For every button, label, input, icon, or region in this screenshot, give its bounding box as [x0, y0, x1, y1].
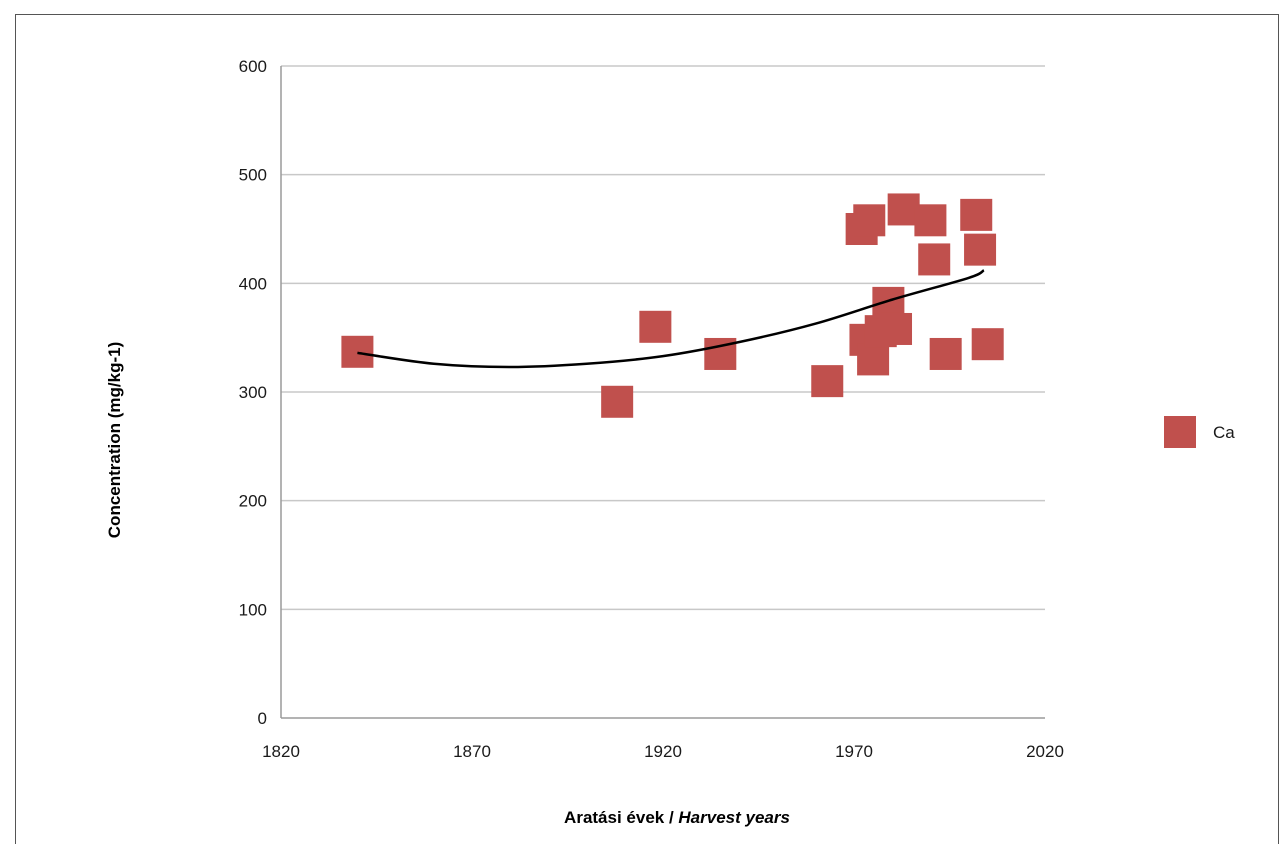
data-point-ca [960, 198, 993, 231]
data-point-ca [964, 233, 997, 266]
y-tick-label: 0 [258, 709, 267, 728]
data-point-ca [887, 193, 920, 226]
y-tick-label: 200 [239, 492, 267, 511]
data-point-ca [811, 365, 844, 398]
data-point-ca [880, 312, 913, 345]
trendline-group [357, 269, 985, 369]
y-tick-label: 300 [239, 383, 267, 402]
data-point-ca [341, 335, 374, 368]
data-points [341, 193, 1004, 418]
data-point-ca [914, 204, 947, 237]
grid-lines [281, 65, 1045, 611]
data-point-ca [853, 204, 886, 237]
x-tick-label: 1870 [453, 742, 491, 761]
y-tick-label: 600 [239, 57, 267, 76]
chart-frame [15, 14, 1279, 844]
y-tick-label: 100 [239, 600, 267, 619]
data-point-ca [971, 328, 1004, 361]
x-tick-label: 1970 [835, 742, 873, 761]
y-tick-label: 500 [239, 166, 267, 185]
data-point-ca [639, 310, 672, 343]
data-point-ca [929, 337, 962, 370]
axes [280, 66, 1045, 719]
y-axis-title: Concentration (mg/kg-1) [105, 342, 124, 538]
legend: Ca [1164, 416, 1235, 448]
x-axis-title-main: Aratási évek / [564, 808, 678, 827]
legend-marker [1164, 416, 1196, 448]
x-axis-title: Aratási évek / Harvest years [564, 808, 790, 827]
x-tick-label: 1920 [644, 742, 682, 761]
trendline [357, 269, 985, 369]
x-axis-title-italic: Harvest years [678, 808, 790, 827]
legend-label: Ca [1213, 423, 1235, 442]
x-tick-label: 1820 [262, 742, 300, 761]
tick-labels: 0 100 200 300 400 500 600 1820 1870 1920 1970 2020 [239, 57, 1064, 761]
data-point-ca [857, 343, 890, 376]
x-tick-label: 2020 [1026, 742, 1064, 761]
data-point-ca [601, 385, 634, 418]
data-point-ca [918, 243, 951, 276]
y-tick-label: 400 [239, 274, 267, 293]
